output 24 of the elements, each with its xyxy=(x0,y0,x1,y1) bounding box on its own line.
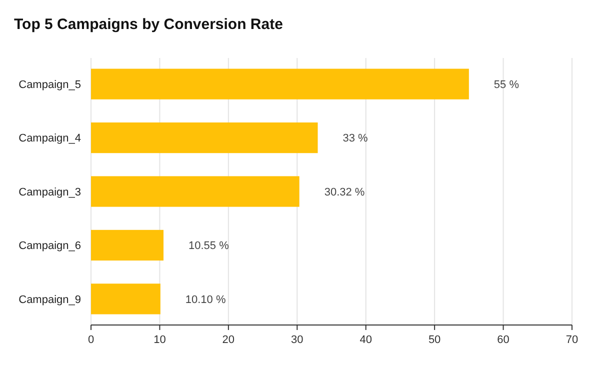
bar xyxy=(91,284,160,314)
data-label: 30.32 % xyxy=(324,186,365,198)
bar xyxy=(91,68,469,100)
y-tick-label: Campaign_6 xyxy=(18,240,81,252)
data-label: 10.55 % xyxy=(188,240,230,252)
x-tick-label: 30 xyxy=(291,334,304,346)
x-tick-label: 70 xyxy=(566,334,578,346)
y-tick-label: Campaign_3 xyxy=(18,186,81,198)
y-tick-label: Campaign_4 xyxy=(18,132,81,145)
x-tick-label: 10 xyxy=(154,334,166,346)
bar xyxy=(91,230,164,261)
x-tick-label: 20 xyxy=(222,334,235,346)
chart-title: Top 5 Campaigns by Conversion Rate xyxy=(14,16,283,33)
data-label: 10.10 % xyxy=(185,294,226,306)
data-label: 33 % xyxy=(342,132,368,145)
x-tick-label: 50 xyxy=(428,334,441,346)
data-label: 55 % xyxy=(494,78,520,91)
x-tick-label: 60 xyxy=(497,334,510,346)
x-tick-label: 0 xyxy=(88,334,94,346)
bar xyxy=(91,122,318,154)
y-tick-label: Campaign_5 xyxy=(18,78,81,91)
y-tick-label: Campaign_9 xyxy=(18,294,81,306)
bar xyxy=(91,176,300,207)
x-tick-label: 40 xyxy=(360,334,372,346)
